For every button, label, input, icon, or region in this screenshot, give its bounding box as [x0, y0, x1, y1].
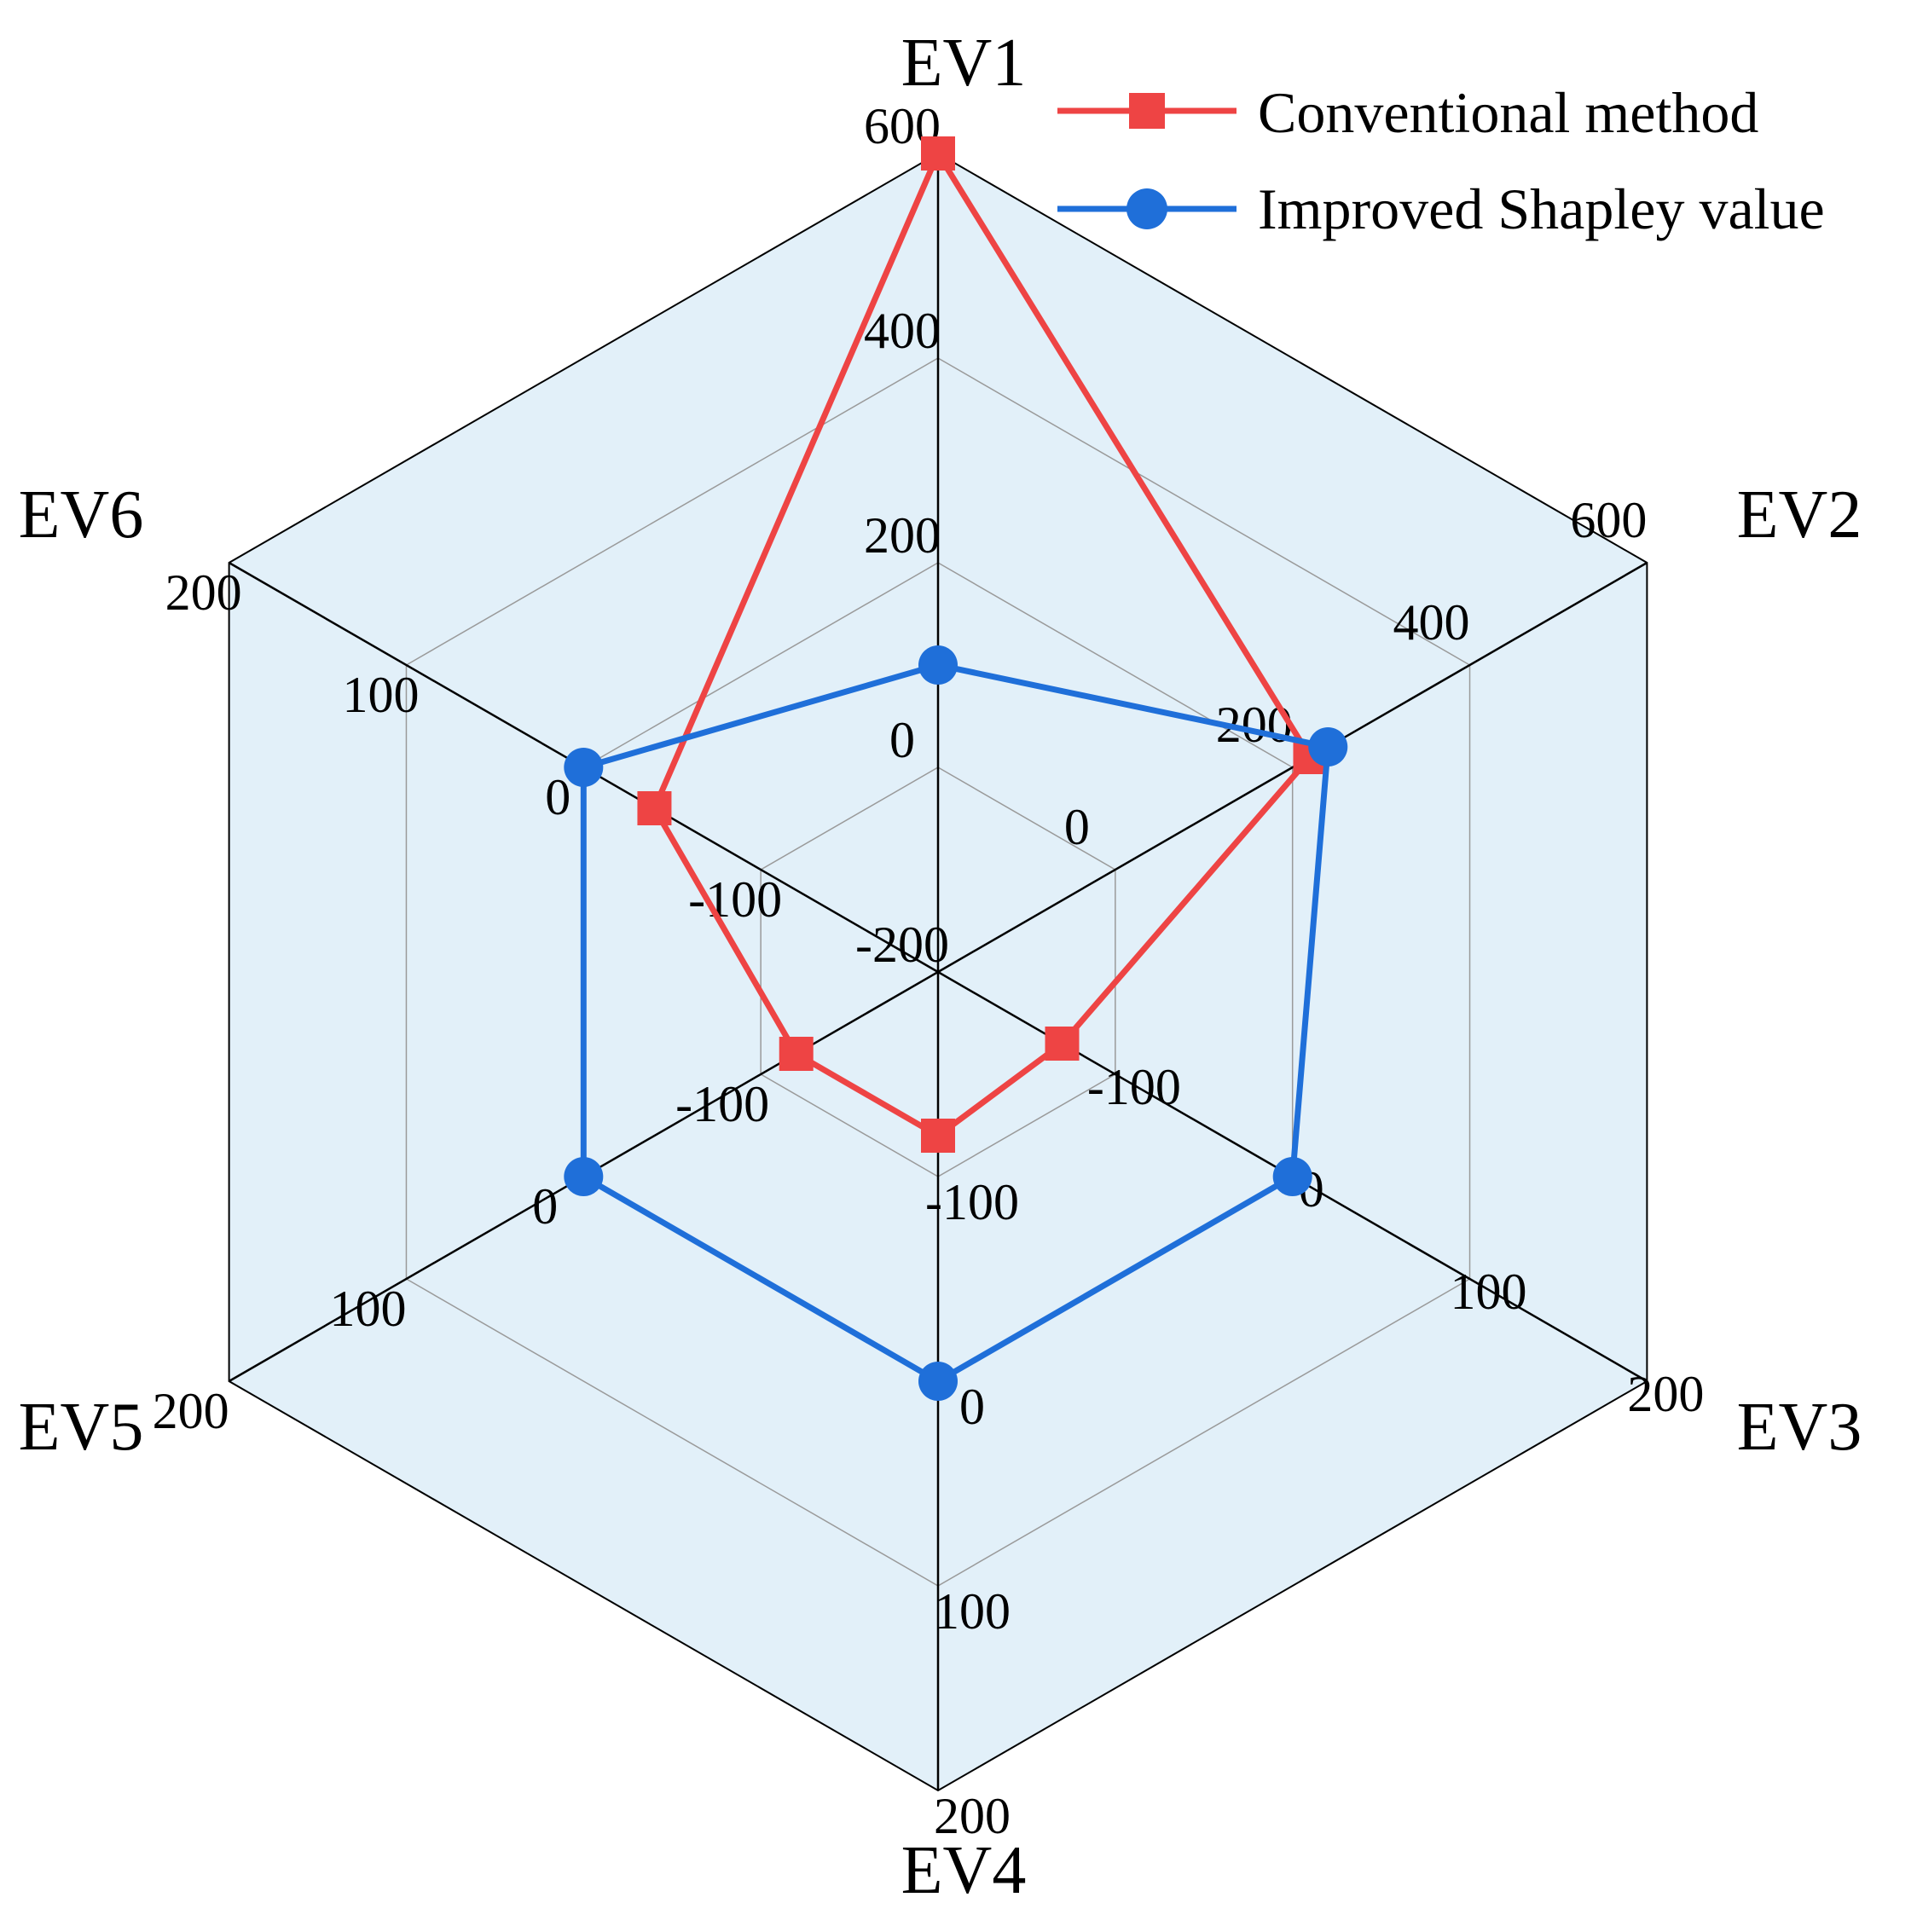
axis-label-ev4: EV4 — [901, 1833, 1027, 1908]
tick-ev2-400: 400 — [1393, 594, 1470, 651]
point-improved-shapley-value-ev6 — [564, 748, 604, 787]
tick-ev4--100: -100 — [925, 1174, 1019, 1230]
axis-label-ev6: EV6 — [19, 477, 144, 552]
tick-ev4-100: 100 — [934, 1583, 1011, 1640]
tick-ev5-200: 200 — [153, 1383, 229, 1439]
tick-ev3-200: 200 — [1627, 1366, 1704, 1422]
series-layer — [564, 136, 1348, 1401]
point-improved-shapley-value-ev4 — [918, 1362, 958, 1401]
tick-ev1--200: -200 — [855, 917, 949, 973]
tick-ev6-200: 200 — [165, 564, 242, 621]
tick-labels: -20002004006000200400600-1000100200-1000… — [153, 98, 1705, 1844]
tick-ev3--100: -100 — [1087, 1059, 1181, 1115]
tick-ev6--100: -100 — [688, 871, 782, 928]
tick-ev6-0: 0 — [545, 769, 570, 825]
legend-label-conventional: Conventional method — [1258, 80, 1758, 145]
spoke-ev2 — [937, 561, 1648, 974]
tick-ev4-200: 200 — [934, 1788, 1011, 1844]
point-conventional-method-ev6 — [637, 791, 672, 825]
axis-label-ev5: EV5 — [19, 1390, 144, 1465]
point-improved-shapley-value-ev3 — [1272, 1157, 1312, 1196]
tick-ev5-0: 0 — [532, 1178, 558, 1235]
axis-labels: EV1 EV2 EV3 EV4 EV5 EV6 — [19, 26, 1862, 1908]
legend: Conventional method Improved Shapley val… — [1057, 80, 1825, 241]
legend-marker-improved — [1126, 188, 1167, 229]
legend-label-improved: Improved Shapley value — [1258, 176, 1825, 241]
point-conventional-method-ev5 — [779, 1037, 814, 1071]
axis-label-ev2: EV2 — [1737, 477, 1862, 552]
point-improved-shapley-value-ev2 — [1308, 727, 1348, 766]
tick-ev2-0: 0 — [1064, 799, 1090, 855]
tick-ev5--100: -100 — [675, 1076, 769, 1132]
tick-ev1-400: 400 — [864, 303, 941, 359]
point-conventional-method-ev1 — [921, 136, 955, 171]
tick-ev5-100: 100 — [329, 1281, 406, 1337]
tick-ev4-0: 0 — [959, 1379, 985, 1435]
tick-ev3-100: 100 — [1451, 1264, 1527, 1320]
tick-ev1-200: 200 — [864, 507, 941, 564]
legend-marker-conventional — [1129, 93, 1165, 129]
point-conventional-method-ev3 — [1045, 1027, 1080, 1061]
axis-label-ev1: EV1 — [901, 26, 1027, 101]
tick-ev2-600: 600 — [1570, 492, 1647, 548]
point-improved-shapley-value-ev1 — [918, 645, 958, 685]
point-improved-shapley-value-ev5 — [564, 1157, 604, 1196]
tick-ev1-0: 0 — [889, 712, 915, 768]
tick-ev6-100: 100 — [342, 667, 419, 723]
point-conventional-method-ev4 — [921, 1119, 955, 1153]
axis-label-ev3: EV3 — [1737, 1390, 1862, 1465]
